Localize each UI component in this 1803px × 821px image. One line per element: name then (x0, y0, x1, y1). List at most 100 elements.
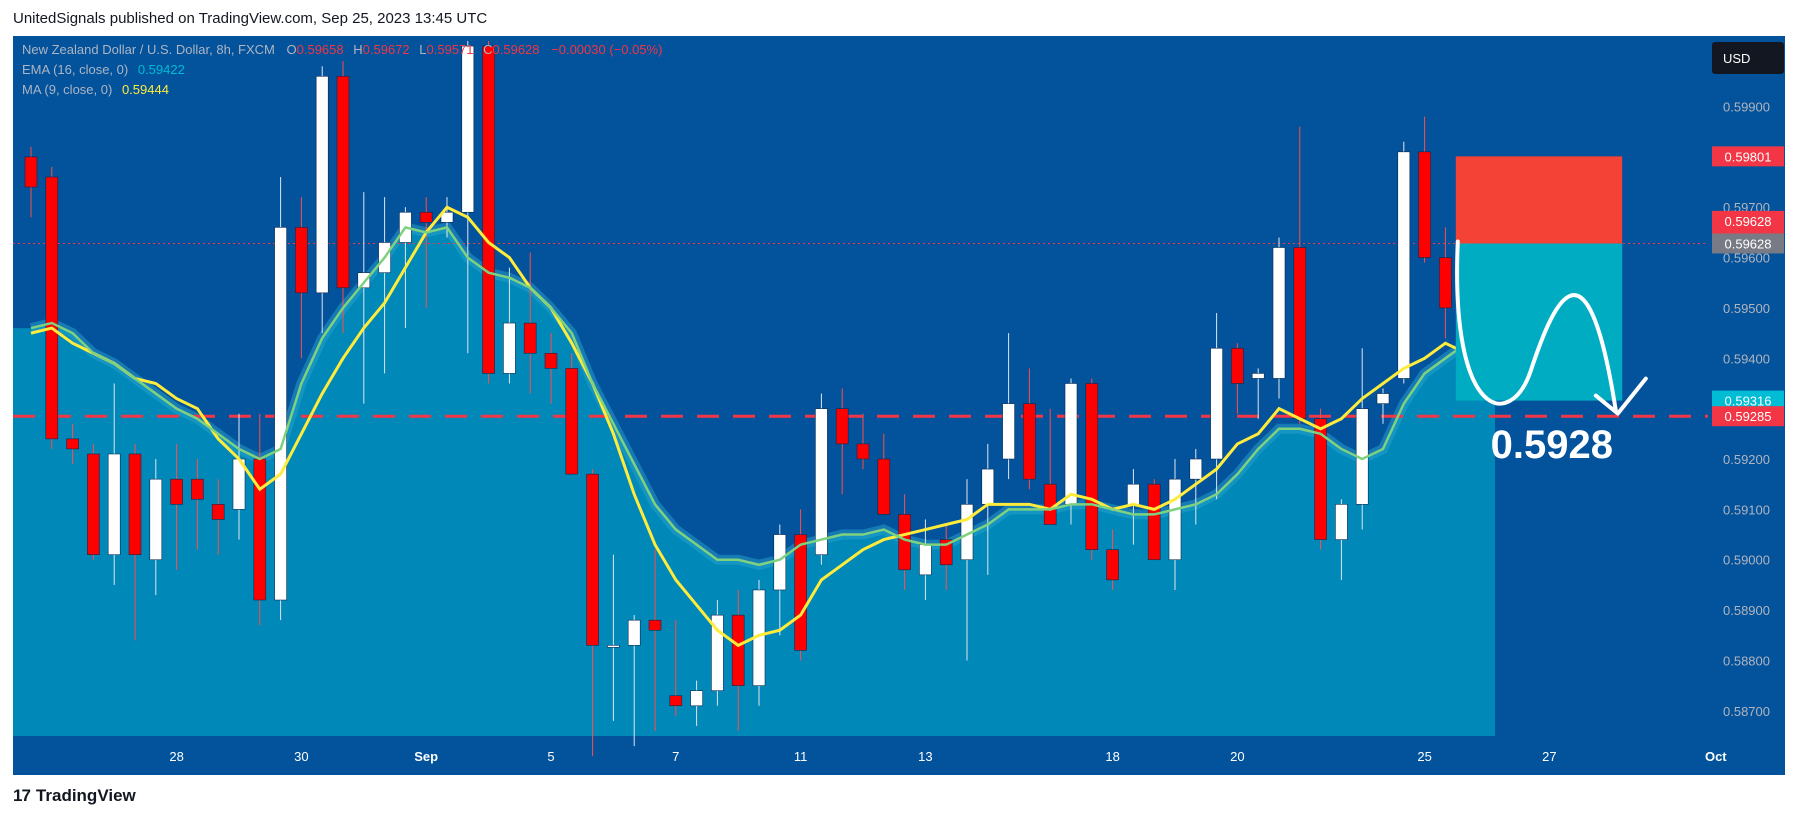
y-tick-label: 0.59400 (1723, 351, 1770, 366)
legend-ema-value: 0.59422 (138, 62, 185, 77)
candle-body (794, 534, 807, 651)
candle (419, 197, 433, 308)
x-tick-label: 28 (169, 749, 183, 764)
legend-low: 0.59571 (427, 42, 474, 57)
tradingview-logo[interactable]: 17 TradingView (13, 786, 136, 806)
candle (482, 41, 495, 384)
candle-body (1376, 393, 1390, 404)
candle (1335, 499, 1348, 580)
candle (939, 524, 953, 590)
candle-body (274, 227, 287, 601)
candle-body (1127, 483, 1140, 505)
y-tick-label: 0.58700 (1723, 704, 1770, 719)
candle-body (877, 458, 891, 515)
candle (586, 469, 599, 757)
candle-body (1168, 478, 1182, 561)
candle (1418, 116, 1431, 263)
candle (440, 197, 454, 238)
candle-body (835, 408, 849, 445)
legend-ma-label: MA (9, close, 0) (22, 82, 112, 97)
y-tick-label: 0.58800 (1723, 653, 1770, 668)
price-grid-layer (13, 242, 1708, 418)
candle (544, 333, 558, 404)
candle-body (523, 322, 537, 354)
stop-loss-zone (1455, 156, 1623, 244)
candle-body (461, 45, 475, 213)
candle (1397, 141, 1411, 384)
target-label: 0.5928 (1491, 423, 1613, 467)
candle (1251, 368, 1265, 419)
candle-body (315, 75, 329, 294)
price-tag-bg (1712, 390, 1784, 411)
candle-body (357, 272, 371, 289)
y-tick-label: 0.59900 (1723, 100, 1770, 115)
candle-body (1293, 247, 1307, 420)
candle (690, 680, 703, 726)
candle (274, 177, 287, 621)
candle-body (128, 453, 142, 556)
y-tick-label: 0.59000 (1723, 553, 1770, 568)
time-axis-background[interactable] (13, 736, 1785, 775)
candle-body (1272, 247, 1286, 379)
candle (1314, 408, 1327, 550)
candle-body (24, 156, 38, 188)
x-tick-label: 11 (794, 749, 808, 764)
candle-body (1189, 458, 1203, 480)
price-tag: 0.59285 (1712, 406, 1784, 427)
candle (191, 459, 204, 550)
candle-body (503, 322, 516, 374)
legend-ema-label: EMA (16, close, 0) (22, 62, 128, 77)
candle (523, 252, 537, 394)
candle (357, 192, 371, 404)
candle (315, 66, 329, 334)
candle-body (627, 619, 641, 646)
candle-body (1210, 347, 1223, 460)
candle-body (1418, 151, 1431, 258)
currency-button[interactable]: USD (1712, 42, 1784, 74)
candle (669, 620, 683, 716)
legend-open: 0.59658 (297, 42, 344, 57)
x-tick-label: 13 (918, 749, 932, 764)
candle (24, 146, 38, 218)
candle-body (45, 176, 59, 440)
legend-high: 0.59672 (363, 42, 410, 57)
candle-body (170, 478, 183, 505)
candle-body (731, 614, 745, 686)
arrow-head (1593, 376, 1648, 416)
candle-body (607, 645, 620, 648)
candle (1189, 448, 1203, 525)
candle-body (1002, 403, 1015, 460)
candle (87, 443, 100, 560)
candle-body (149, 478, 163, 561)
x-tick-label: 7 (672, 749, 679, 764)
candle-body (565, 368, 579, 475)
y-tick-label: 0.59200 (1723, 452, 1770, 467)
candle (607, 554, 620, 721)
svg-text:MA (9, close, 0) 0.59444: MA (9, close, 0) 0.59444 (22, 82, 169, 97)
price-tag-value: 0.59628 (1725, 214, 1772, 229)
x-tick-label: Oct (1705, 749, 1727, 764)
trade-position-layer[interactable]: 0.5928 (1455, 156, 1648, 467)
x-tick-label: 30 (294, 749, 308, 764)
candle (45, 166, 59, 449)
candle-body (66, 438, 79, 450)
candle (1064, 378, 1078, 525)
candle-body (773, 534, 787, 591)
candle (1085, 378, 1099, 560)
candle (1147, 479, 1161, 561)
candle-body (939, 539, 953, 566)
candle (211, 479, 225, 555)
candle-body (440, 211, 454, 223)
candle-body (586, 473, 599, 646)
candle-body (419, 211, 433, 223)
y-tick-label: 0.58900 (1723, 603, 1770, 618)
candle (461, 41, 475, 354)
price-tag: 0.59316 (1712, 390, 1784, 411)
candle-body (1085, 383, 1099, 550)
candle-body (253, 458, 267, 601)
tradingview-brand: TradingView (35, 786, 136, 805)
candle (773, 524, 787, 636)
candle (1127, 469, 1140, 545)
area-fill (13, 227, 1495, 736)
